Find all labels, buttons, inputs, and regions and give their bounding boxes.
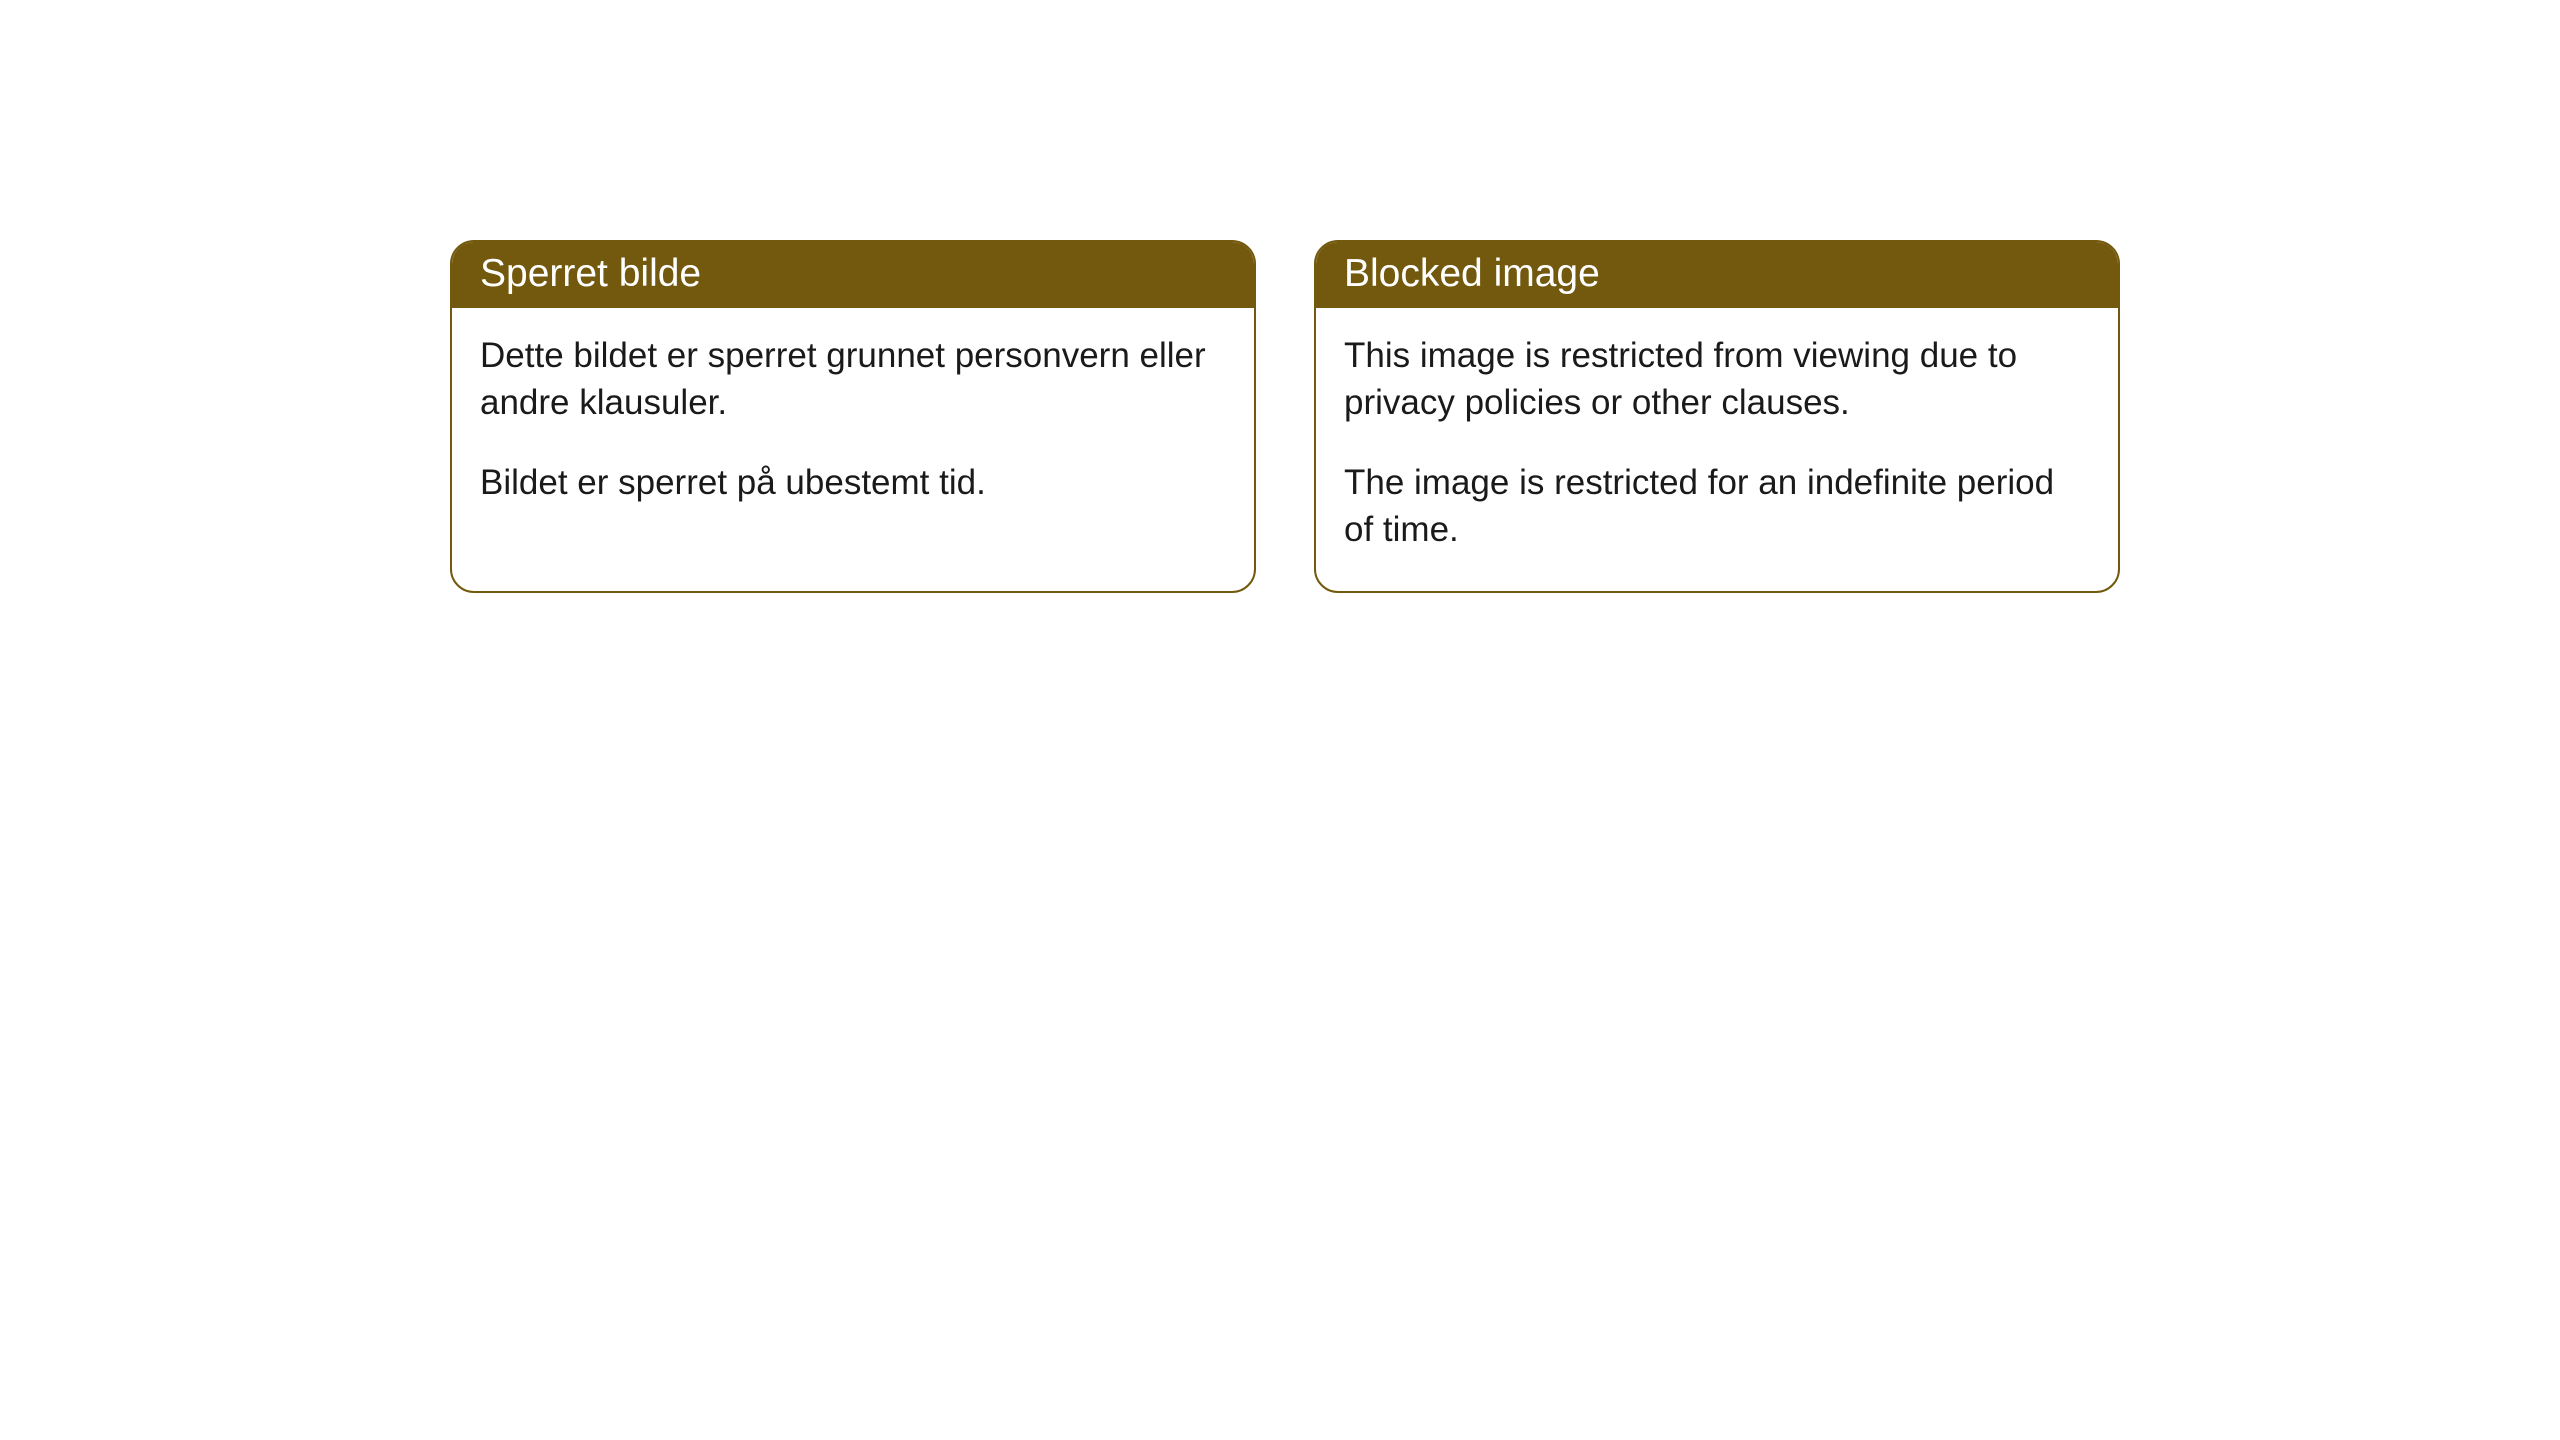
notice-container: Sperret bilde Dette bildet er sperret gr… <box>450 240 2120 593</box>
notice-card-english: Blocked image This image is restricted f… <box>1314 240 2120 593</box>
notice-paragraph: Bildet er sperret på ubestemt tid. <box>480 459 1226 506</box>
notice-card-norwegian: Sperret bilde Dette bildet er sperret gr… <box>450 240 1256 593</box>
notice-header: Sperret bilde <box>452 242 1254 308</box>
notice-body: This image is restricted from viewing du… <box>1316 308 2118 591</box>
notice-header: Blocked image <box>1316 242 2118 308</box>
notice-body: Dette bildet er sperret grunnet personve… <box>452 308 1254 544</box>
notice-paragraph: This image is restricted from viewing du… <box>1344 332 2090 427</box>
notice-paragraph: Dette bildet er sperret grunnet personve… <box>480 332 1226 427</box>
notice-paragraph: The image is restricted for an indefinit… <box>1344 459 2090 554</box>
